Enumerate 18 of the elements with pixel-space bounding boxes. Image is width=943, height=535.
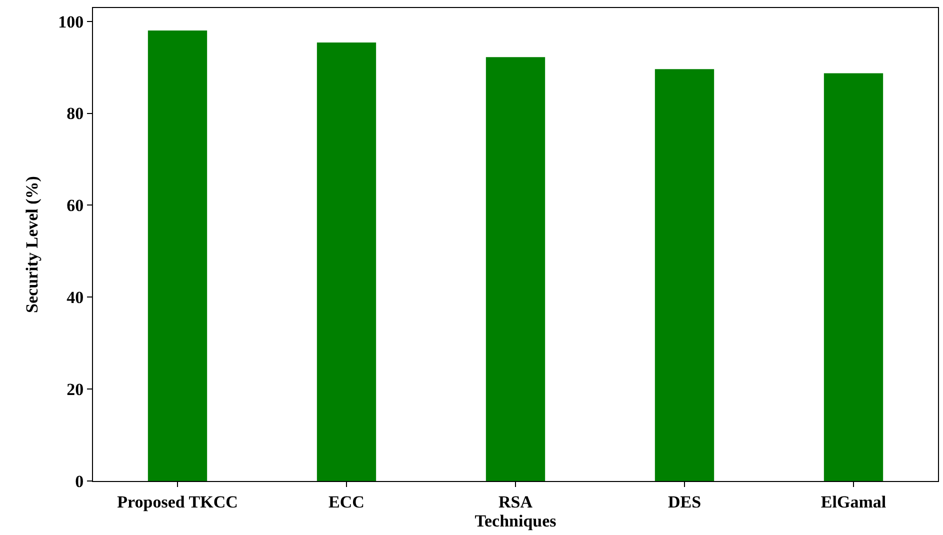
x-tick-label: RSA [498,492,534,512]
y-tick-label: 20 [66,380,84,400]
x-tick-label: Proposed TKCC [117,492,238,512]
y-tick-label: 60 [66,196,84,216]
bar [486,57,546,481]
y-tick-label: 40 [66,288,84,308]
x-tick-label: ElGamal [820,492,886,512]
x-tick-label: DES [668,492,702,512]
x-tick-label: ECC [328,492,364,512]
bar [316,42,376,481]
y-axis-title: Security Level (%) [22,176,42,313]
y-tick-label: 0 [75,472,84,491]
y-tick-label: 100 [58,12,84,32]
bar [824,73,884,481]
x-axis-title: Techniques [474,511,557,530]
bar [654,69,714,481]
y-tick-label: 80 [66,104,84,124]
bar [148,30,208,481]
